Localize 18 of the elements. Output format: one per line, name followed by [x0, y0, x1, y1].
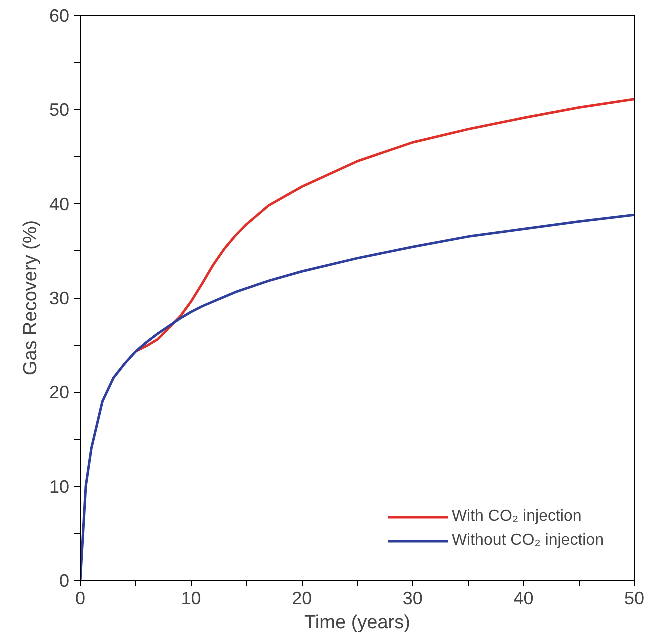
- legend-label: With CO₂ injection: [452, 508, 582, 526]
- legend-label: Without CO₂ injection: [452, 532, 604, 550]
- y-tick-label: 10: [49, 476, 70, 497]
- y-tick-label: 60: [49, 6, 70, 26]
- y-axis-title: Gas Recovery (%): [20, 220, 42, 376]
- x-tick-label: 20: [292, 588, 312, 608]
- y-tick-label: 30: [49, 288, 70, 308]
- x-tick-label: 50: [624, 588, 645, 608]
- x-axis-title: Time (years): [304, 612, 410, 634]
- y-tick-label: 0: [59, 571, 70, 591]
- x-tick-label: 40: [514, 588, 534, 608]
- y-tick-label: 50: [49, 100, 70, 120]
- x-tick-label: 0: [75, 588, 86, 608]
- x-tick-label: 30: [402, 588, 423, 608]
- y-tick-label: 40: [49, 194, 70, 214]
- line-series: [134, 98, 634, 353]
- x-tick-label: 10: [181, 588, 202, 608]
- y-tick-label: 20: [49, 382, 70, 403]
